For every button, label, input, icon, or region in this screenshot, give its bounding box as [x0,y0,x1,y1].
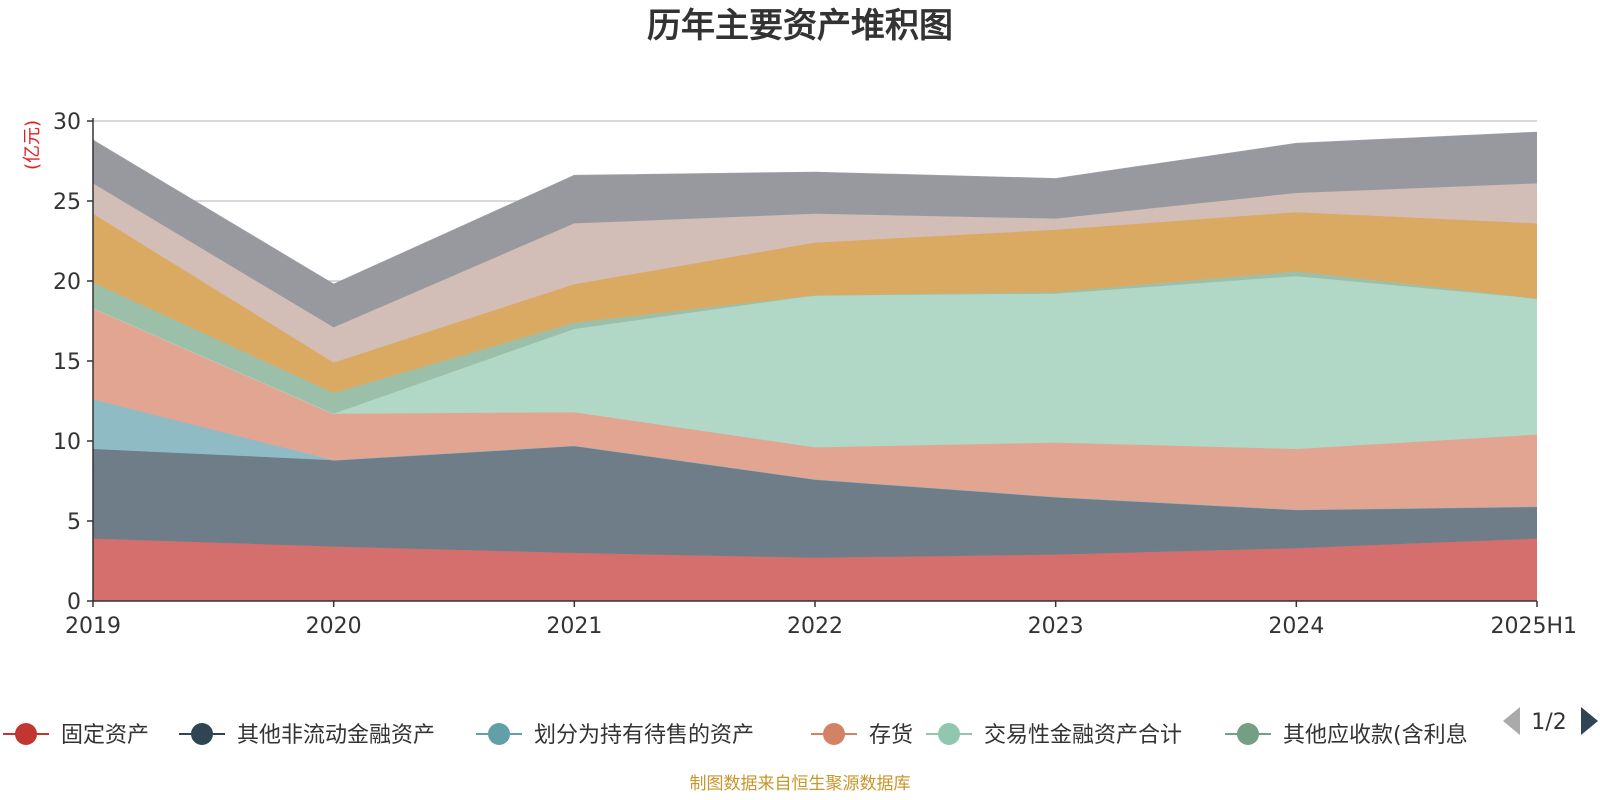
legend-item-5[interactable]: 其他应收款(含利息 [1225,723,1468,748]
legend-item-3[interactable]: 存货 [811,723,913,748]
y-tick-label: 5 [67,510,81,535]
chart-title: 历年主要资产堆积图 [647,6,953,46]
y-tick-label: 0 [67,590,81,615]
area-series-8 [93,132,1537,328]
legend-label: 其他应收款(含利息 [1283,723,1468,748]
legend-item-0[interactable]: 固定资产 [3,723,149,748]
x-tick-label: 2019 [65,614,121,639]
area-series-1 [93,445,1537,558]
legend-marker-icon [191,723,213,745]
stacked-areas [92,131,1538,601]
legend: 固定资产 其他非流动金融资产 划分为持有待售的资产 存货 交易性金融资产合计 其他应收款(… [3,723,1468,748]
legend-marker-icon [488,723,510,745]
legend-label: 固定资产 [61,723,149,748]
legend-label: 存货 [869,723,913,748]
legend-item-2[interactable]: 划分为持有待售的资产 [476,723,754,748]
area-series-3 [93,308,1537,510]
x-tick-label: 2025H1 [1490,614,1577,639]
source-note: 制图数据来自恒生聚源数据库 [690,774,911,794]
x-tick-label: 2023 [1028,614,1084,639]
legend-pager: 1/2 [1503,707,1598,735]
area-series-4 [93,276,1537,449]
axes: 0 5 10 15 20 25 30 2019 2020 2021 2022 2023 2024 2025… [53,110,1577,639]
area-series-8-edge [92,131,1538,285]
y-tick-label: 20 [53,270,81,295]
legend-label: 划分为持有待售的资产 [534,723,754,748]
legend-next-icon[interactable] [1581,707,1598,735]
legend-prev-icon[interactable] [1503,707,1520,735]
legend-marker-icon [15,723,37,745]
legend-item-4[interactable]: 交易性金融资产合计 [926,723,1182,748]
x-tick-label: 2024 [1268,614,1324,639]
legend-marker-icon [823,723,845,745]
legend-label: 交易性金融资产合计 [984,723,1182,748]
legend-label: 其他非流动金融资产 [237,723,435,748]
y-tick-label: 10 [53,430,81,455]
x-tick-label: 2022 [787,614,843,639]
legend-item-1[interactable]: 其他非流动金融资产 [179,723,435,748]
area-series-7 [93,183,1537,363]
area-series-0 [93,538,1537,601]
y-tick-label: 15 [53,350,81,375]
y-tick-label: 30 [53,110,81,135]
legend-marker-icon [1237,723,1259,745]
x-tick-label: 2020 [306,614,362,639]
legend-page-indicator: 1/2 [1531,710,1566,735]
legend-marker-icon [938,723,960,745]
x-tick-label: 2021 [546,614,602,639]
y-tick-label: 25 [53,190,81,215]
y-axis-unit-label: (亿元) [22,120,43,170]
area-series-6 [93,212,1537,393]
